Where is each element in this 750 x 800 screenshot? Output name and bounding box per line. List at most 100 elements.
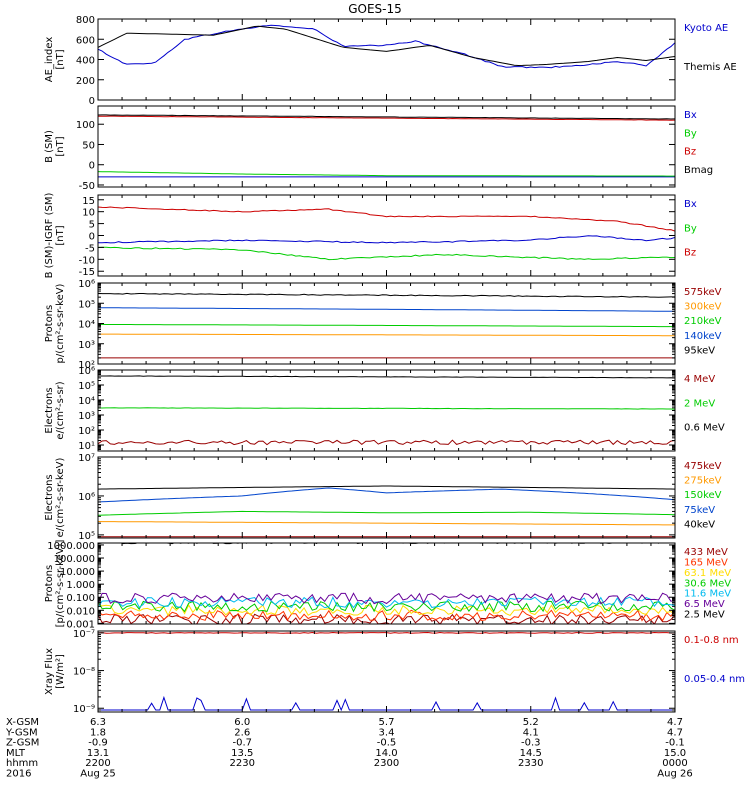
y-axis-unit: e/(cm²-s-sr-keV) <box>55 458 66 538</box>
y-tick-label: 15 <box>82 196 95 207</box>
y-tick-label: 10⁻⁷ <box>73 629 95 640</box>
y-tick-label: 10⁷ <box>78 453 95 464</box>
series-line-2-mev <box>98 407 675 410</box>
y-tick-label: 200 <box>76 76 95 87</box>
series-group <box>98 24 675 69</box>
footer-row-label: X-GSM <box>6 717 39 728</box>
legend-entry-165-mev: 165 MeV <box>684 557 728 568</box>
footer-value: 1.8 <box>90 727 106 738</box>
footer-value: 4.1 <box>523 727 539 738</box>
y-tick-label: 400 <box>76 56 95 67</box>
legend-entry-475kev: 475keV <box>684 461 722 472</box>
y-tick-label: 0.010 <box>66 606 95 617</box>
series-group <box>98 206 675 261</box>
ephemeris-footer: X-GSM 6.3 6.0 5.7 5.2 4.7 Y-GSM 1.8 2.6 3.4 4.1 4.7… <box>5 717 693 780</box>
legend-entry-bz: Bz <box>684 147 696 158</box>
legend-entry-6-5-mev: 6.5 MeV <box>684 599 725 610</box>
footer-value: 0000 <box>662 758 687 769</box>
footer-value: 4.7 <box>667 717 683 728</box>
footer-value: -0.9 <box>88 738 108 749</box>
y-tick-label: 10⁶ <box>78 492 95 503</box>
y-tick-label: 10.000 <box>60 567 95 578</box>
legend-entry-300kev: 300keV <box>684 302 722 313</box>
footer-value: -0.3 <box>521 738 541 749</box>
series-line-by <box>98 246 675 261</box>
y-tick-label: -5 <box>85 243 95 254</box>
series-line-0-6-mev <box>98 375 675 379</box>
y-axis-label: Electrons <box>44 474 55 520</box>
series-line-kyoto-ae <box>98 24 675 69</box>
y-tick-label: 10³ <box>78 411 95 422</box>
footer-value: 6.0 <box>234 717 250 728</box>
y-axis-label: B (SM)-IGRF (SM) <box>44 193 55 279</box>
legend-entry-40kev: 40keV <box>684 519 715 530</box>
legend-entry-210kev: 210keV <box>684 316 722 327</box>
y-axis-label: AE_index <box>44 37 55 83</box>
series-line-300kev <box>98 333 675 337</box>
legend-entry-themis-ae: Themis AE <box>683 62 737 73</box>
footer-value: 4.7 <box>667 727 683 738</box>
y-tick-label: 10² <box>78 360 95 371</box>
y-tick-label: 600 <box>76 35 95 46</box>
y-tick-label: 100 <box>76 120 95 131</box>
legend-entry-bx: Bx <box>684 199 697 210</box>
y-tick-label: 0 <box>89 232 95 243</box>
footer-row-label: hhmm <box>6 758 38 769</box>
y-tick-label: 10⁻⁸ <box>73 667 95 678</box>
series-line-bx <box>98 235 675 244</box>
series-group <box>98 292 675 359</box>
y-axis-unit: [p/(cm²-s-sr-keV)] <box>55 540 66 628</box>
y-tick-label: 10⁵ <box>78 381 95 392</box>
footer-value: Aug 26 <box>657 769 692 780</box>
legend-entry-bmag: Bmag <box>684 165 713 176</box>
series-line-6-5-mev <box>98 592 675 605</box>
y-tick-label: 10⁵ <box>78 299 95 310</box>
y-tick-label: 0 <box>89 161 95 172</box>
y-tick-label: 0 <box>89 96 95 107</box>
footer-value: 2330 <box>518 758 543 769</box>
legend-entry-275kev: 275keV <box>684 476 722 487</box>
y-tick-label: 1.000 <box>66 580 95 591</box>
series-line-95kev <box>98 292 675 298</box>
footer-value: 6.3 <box>90 717 106 728</box>
panel-4: 10² 10³ 10⁴ 10⁵ 10⁶ Protons p/(cm²-s-sr-keV) 57… <box>44 279 722 371</box>
series-line-4-mev <box>98 439 675 446</box>
series-line-bz <box>98 206 675 232</box>
series-group <box>98 375 675 446</box>
y-tick-label: 5 <box>89 220 95 231</box>
footer-value: 14.0 <box>375 748 397 759</box>
legend-entry-0-1-0-8-nm: 0.1-0.8 nm <box>684 635 739 646</box>
footer-value: 2200 <box>85 758 110 769</box>
footer-value: 5.2 <box>523 717 539 728</box>
footer-value: Aug 25 <box>80 769 115 780</box>
footer-value: 15.0 <box>664 748 686 759</box>
y-axis-label: Xray Flux <box>44 648 55 695</box>
legend-entry-575kev: 575keV <box>684 287 722 298</box>
series-line-40kev <box>98 485 675 490</box>
legend-entry-30-6-mev: 30.6 MeV <box>684 578 731 589</box>
y-axis-unit: [nT] <box>55 49 66 69</box>
footer-value: 5.7 <box>379 717 395 728</box>
series-line-themis-ae <box>98 25 675 67</box>
y-tick-label: 10⁶ <box>78 279 95 290</box>
legend-entry-150kev: 150keV <box>684 490 722 501</box>
y-tick-label: 100.000 <box>54 554 95 565</box>
y-tick-label: 1000.000 <box>47 541 95 552</box>
y-axis-unit: [W/m²] <box>55 654 66 689</box>
legend-entry-11-6-mev: 11.6 MeV <box>684 589 731 600</box>
series-line-75kev <box>98 487 675 503</box>
panel-5: 10¹ 10² 10³ 10⁴ 10⁵ 10⁶ Electrons e/(cm²-s-sr) 4… <box>44 366 725 452</box>
panel-6: 10⁵ 10⁶ 10⁷ Electrons e/(cm²-s-sr-keV) 475keV… <box>44 453 722 542</box>
panel-8: 10⁻⁹ 10⁻⁸ 10⁻⁷ Xray Flux [W/m²] 0.1-0.8 nm 0.0… <box>44 629 745 715</box>
y-tick-label: 10³ <box>78 340 95 351</box>
footer-row-label: Z-GSM <box>6 738 39 749</box>
y-tick-label: -10 <box>79 255 95 266</box>
legend-entry-by: By <box>684 128 697 139</box>
y-axis-label: Protons <box>44 305 55 342</box>
legend-entry-140kev: 140keV <box>684 331 722 342</box>
y-tick-label: 50 <box>82 140 95 151</box>
footer-value: 2.6 <box>234 727 250 738</box>
y-tick-label: 10⁴ <box>78 320 95 331</box>
series-line-210kev <box>98 323 675 328</box>
footer-row-label: 2016 <box>6 769 31 780</box>
